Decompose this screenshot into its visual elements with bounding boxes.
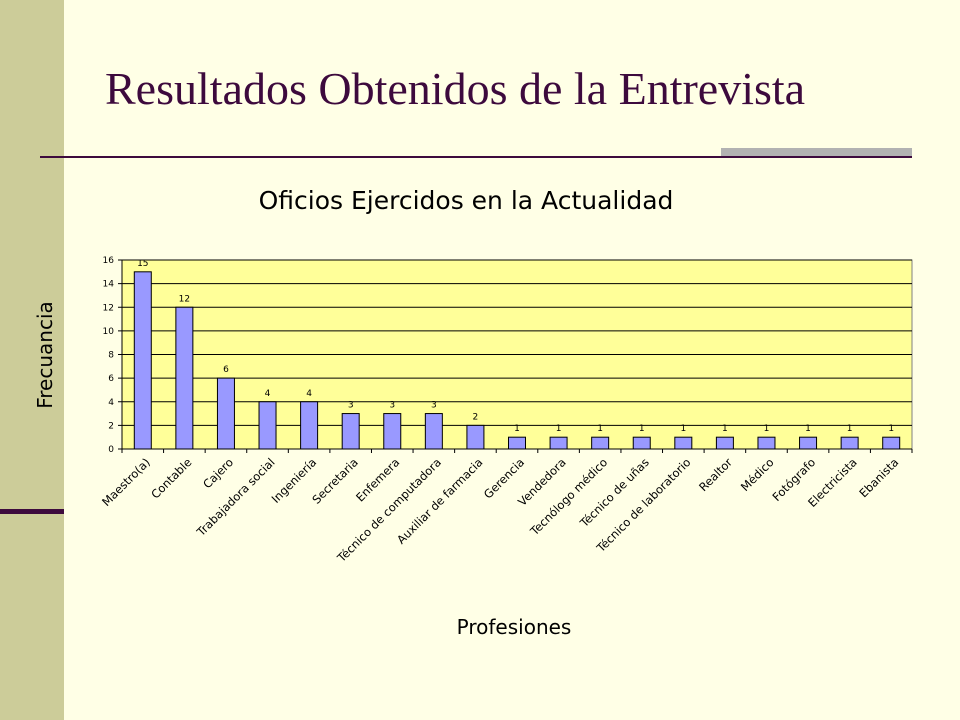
y-axis-ticks: 0 2 4 6 8 10 12 14 16 bbox=[103, 256, 122, 455]
x-category-label: Secretaria bbox=[309, 455, 360, 506]
x-category-label: Ebanista bbox=[856, 455, 901, 500]
y-tick-label: 8 bbox=[108, 351, 114, 361]
data-label: 1 bbox=[680, 424, 686, 434]
bar bbox=[799, 436, 818, 450]
y-tick-label: 2 bbox=[108, 421, 114, 431]
bar bbox=[632, 436, 651, 450]
bar bbox=[424, 413, 443, 450]
bar bbox=[715, 436, 734, 450]
y-tick-label: 4 bbox=[108, 398, 114, 408]
chart-title: Oficios Ejercidos en la Actualidad bbox=[259, 186, 674, 215]
bar bbox=[591, 436, 610, 450]
x-category-label: Contable bbox=[148, 455, 194, 501]
x-category-label: Maestro(a) bbox=[99, 455, 153, 509]
data-label: 1 bbox=[514, 424, 520, 434]
bar bbox=[216, 377, 235, 450]
gridlines bbox=[122, 259, 912, 426]
bar bbox=[300, 401, 319, 450]
title-divider bbox=[40, 156, 912, 158]
y-tick-label: 14 bbox=[103, 280, 115, 290]
bars bbox=[133, 271, 901, 450]
data-label: 1 bbox=[847, 424, 853, 434]
x-category-label: Médico bbox=[738, 455, 777, 494]
data-label: 1 bbox=[639, 424, 645, 434]
bar bbox=[258, 401, 277, 450]
y-tick-label: 6 bbox=[108, 374, 114, 384]
data-label: 2 bbox=[473, 412, 479, 422]
data-label: 1 bbox=[722, 424, 728, 434]
data-label: 1 bbox=[805, 424, 811, 434]
x-axis-title: Profesiones bbox=[457, 615, 572, 639]
bar bbox=[757, 436, 776, 450]
y-axis-title: Frecuancia bbox=[33, 301, 57, 409]
side-accent-bar bbox=[0, 509, 64, 514]
bar bbox=[175, 306, 194, 450]
bar bbox=[508, 436, 526, 450]
bar bbox=[383, 413, 402, 450]
data-label: 1 bbox=[764, 424, 770, 434]
data-label: 3 bbox=[431, 401, 437, 411]
data-label: 1 bbox=[888, 424, 894, 434]
data-label: 4 bbox=[306, 389, 312, 399]
y-tick-label: 0 bbox=[108, 445, 114, 455]
data-label: 6 bbox=[223, 365, 229, 375]
data-label: 3 bbox=[389, 401, 395, 411]
bar bbox=[549, 436, 568, 450]
data-label: 3 bbox=[348, 401, 354, 411]
data-label: 12 bbox=[179, 294, 190, 304]
bar bbox=[466, 424, 485, 450]
y-tick-label: 12 bbox=[103, 303, 114, 313]
bar bbox=[341, 413, 360, 450]
bar bbox=[882, 436, 901, 450]
data-label: 4 bbox=[265, 389, 271, 399]
title-divider-accent bbox=[721, 148, 912, 156]
bar bbox=[674, 436, 693, 450]
x-category-label: Cajero bbox=[200, 455, 236, 491]
x-category-label: Trabajadora social bbox=[193, 455, 277, 539]
bar bbox=[133, 271, 152, 450]
data-label: 1 bbox=[556, 424, 562, 434]
side-band bbox=[0, 0, 64, 720]
bar bbox=[840, 436, 859, 450]
x-category-label: Tecnólogo médico bbox=[527, 455, 611, 539]
slide-title: Resultados Obtenidos de la Entrevista bbox=[105, 63, 806, 114]
data-labels: 15 12 6 4 4 3 3 3 2 1 1 1 1 1 1 1 1 1 1 bbox=[137, 259, 894, 434]
y-tick-label: 16 bbox=[103, 256, 115, 266]
x-category-label: Realtor bbox=[696, 455, 735, 494]
y-tick-label: 10 bbox=[103, 327, 115, 337]
data-label: 15 bbox=[137, 259, 148, 269]
data-label: 1 bbox=[597, 424, 603, 434]
